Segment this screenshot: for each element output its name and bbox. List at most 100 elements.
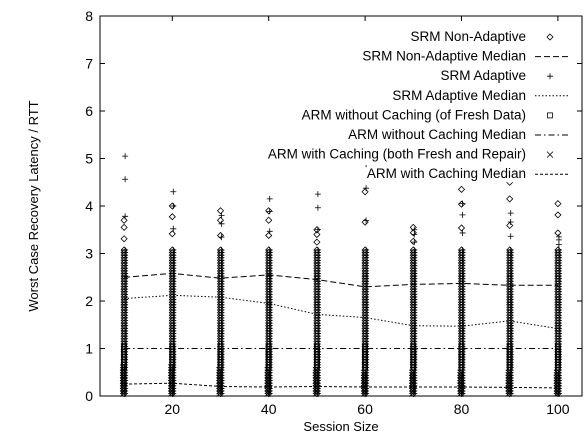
plus-max-point [411,226,418,233]
plus-point [218,246,225,253]
cross-point [312,385,320,392]
legend-label: ARM without Caching (of Fresh Data) [302,107,526,122]
plus-point [314,246,321,253]
cross-point [264,379,271,387]
cross-point [457,379,464,387]
plus-point [122,246,129,253]
cross-point [216,369,223,377]
diamond-max-point [120,216,128,224]
diamond-max-point [168,202,176,210]
legend-label: ARM without Caching Median [348,127,526,142]
square-point [458,343,465,350]
diamond-point [409,237,417,245]
plus-point [411,246,418,253]
diamond-max-point [457,185,466,193]
diamond-point [168,230,176,238]
x-tick-label: 20 [165,401,181,417]
cross-point [457,369,464,377]
cross-point [457,374,464,382]
cross-point [119,364,127,371]
y-tick-label: 7 [85,56,93,72]
cross-point [360,377,368,384]
square-point [313,343,320,350]
cross-point [168,387,175,395]
diamond-point [361,218,369,226]
x-axis-label: Session Size [303,419,378,434]
cross-point [312,382,320,390]
square-point [217,343,224,350]
diamond-point [120,235,128,243]
cross-point [264,374,271,382]
cross-point [360,382,368,390]
cross-point [553,374,561,382]
plus-point [314,226,321,233]
plus-point [266,228,273,235]
legend-label: SRM Non-Adaptive [410,29,526,44]
cross-point [168,364,175,371]
cross-point [264,369,271,377]
y-tick-label: 3 [85,246,93,262]
plus-point [266,246,273,253]
y-tick-label: 5 [85,151,93,167]
cross-point [168,366,175,374]
cross-point [119,372,127,379]
cross-point [409,374,416,382]
cross-point [264,366,271,374]
cross-point [409,379,416,387]
legend-bg [200,167,557,183]
plus-max-point [266,195,273,202]
x-tick-label: 60 [357,401,373,417]
diamond-point [361,188,369,196]
cross-point [119,385,127,392]
plus-point [122,213,129,220]
cross-point [119,379,127,387]
plus-point [170,203,177,209]
diamond-point [457,200,466,208]
cross-point [553,379,561,387]
cross-point [360,387,368,395]
cross-point [553,385,561,392]
plus-point [411,239,418,246]
legend-square-symbol [547,112,553,119]
legend-bg [200,88,557,104]
plus-point [507,233,514,240]
chart-marks [119,153,562,398]
cross-point [553,372,561,379]
plus-point [363,217,370,224]
cross-point [216,382,223,390]
legend-bg [200,30,557,45]
square-point [506,343,513,350]
cross-point [168,385,175,392]
plus-point [218,234,225,241]
cross-point [505,379,512,387]
plus-point [170,246,177,253]
cross-point [312,374,320,382]
diamond-max-point [216,207,225,215]
cross-point [360,372,368,379]
y-tick-label: 1 [85,341,93,357]
square-point [265,343,272,350]
legend-diamond-symbol [546,33,554,41]
diamond-max-point [265,207,273,215]
diamond-point [120,223,128,231]
diamond-max-point [554,200,562,208]
plus-point [363,246,370,253]
diamond-point [554,229,562,237]
series-arm-with-caching-both-fresh-and-repair [119,364,561,397]
cross-point [409,372,416,379]
plus-max-point [555,233,562,240]
cross-point [119,377,127,384]
cross-point [216,379,223,387]
cross-point [360,369,368,377]
x-tick-label: 40 [261,401,277,417]
cross-point [409,385,416,392]
plus-point [459,229,466,236]
diamond-point [313,230,321,239]
diamond-point [265,231,273,240]
plus-point [218,220,225,227]
cross-point [312,387,320,395]
plus-point [122,176,129,183]
plus-max-point [507,210,514,217]
legend-plus-symbol [547,73,553,80]
plus-point [314,204,321,211]
